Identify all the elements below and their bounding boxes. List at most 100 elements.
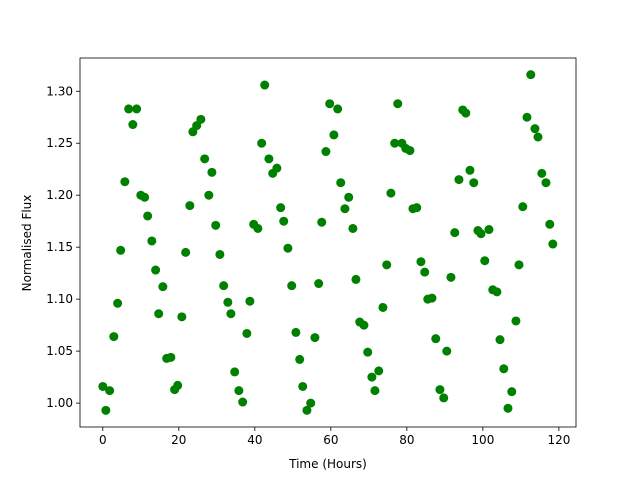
point bbox=[291, 327, 301, 337]
point bbox=[336, 178, 346, 188]
point bbox=[113, 298, 123, 308]
point bbox=[507, 387, 517, 397]
point bbox=[147, 236, 157, 246]
point bbox=[541, 178, 551, 188]
point bbox=[405, 146, 415, 156]
point bbox=[435, 385, 445, 395]
point bbox=[238, 397, 248, 407]
point bbox=[173, 380, 183, 390]
point bbox=[226, 309, 236, 319]
x-tick-label: 120 bbox=[547, 433, 570, 447]
point bbox=[101, 405, 111, 415]
point bbox=[412, 203, 422, 213]
point bbox=[469, 178, 479, 188]
point bbox=[154, 309, 164, 319]
point bbox=[518, 202, 528, 212]
point bbox=[548, 239, 558, 249]
point bbox=[200, 154, 210, 164]
point bbox=[393, 99, 403, 109]
point bbox=[310, 333, 320, 343]
point bbox=[219, 281, 229, 291]
point bbox=[264, 154, 274, 164]
point bbox=[442, 346, 452, 356]
point bbox=[545, 219, 555, 229]
point bbox=[351, 274, 361, 284]
point bbox=[230, 367, 240, 377]
point bbox=[374, 366, 384, 376]
point bbox=[454, 175, 464, 185]
point bbox=[223, 297, 233, 307]
point bbox=[522, 112, 532, 122]
point bbox=[105, 386, 115, 396]
point bbox=[98, 381, 108, 391]
point bbox=[276, 203, 286, 213]
x-axis-label: Time (Hours) bbox=[288, 457, 367, 471]
point bbox=[314, 279, 324, 289]
point bbox=[317, 217, 327, 227]
y-tick-label: 1.30 bbox=[46, 84, 73, 98]
point bbox=[461, 108, 471, 118]
point bbox=[390, 138, 400, 148]
y-tick-label: 1.20 bbox=[46, 188, 73, 202]
point bbox=[492, 287, 502, 297]
point bbox=[446, 272, 456, 282]
point bbox=[367, 372, 377, 382]
point bbox=[211, 220, 221, 230]
point bbox=[279, 216, 289, 226]
point bbox=[196, 114, 206, 124]
point bbox=[348, 223, 358, 233]
point bbox=[124, 104, 134, 114]
point bbox=[283, 243, 293, 253]
point bbox=[116, 245, 126, 255]
point bbox=[526, 70, 536, 80]
x-tick-label: 60 bbox=[323, 433, 338, 447]
point bbox=[465, 165, 475, 175]
point bbox=[537, 168, 547, 178]
point bbox=[109, 332, 119, 342]
point bbox=[204, 190, 214, 200]
point bbox=[321, 147, 331, 157]
point bbox=[143, 211, 153, 221]
point bbox=[359, 320, 369, 330]
point bbox=[378, 302, 388, 312]
point bbox=[177, 312, 187, 322]
point bbox=[325, 99, 335, 109]
point bbox=[140, 192, 150, 202]
point bbox=[476, 229, 486, 239]
point bbox=[295, 354, 305, 364]
x-tick-label: 100 bbox=[471, 433, 494, 447]
point bbox=[166, 352, 176, 362]
point bbox=[344, 192, 354, 202]
x-tick-label: 20 bbox=[171, 433, 186, 447]
point bbox=[499, 364, 509, 374]
point bbox=[215, 249, 225, 259]
point bbox=[181, 247, 191, 257]
x-tick-label: 40 bbox=[247, 433, 262, 447]
point bbox=[530, 124, 540, 134]
point bbox=[260, 80, 270, 90]
point bbox=[484, 225, 494, 235]
point bbox=[185, 201, 195, 211]
y-tick-label: 1.10 bbox=[46, 292, 73, 306]
point bbox=[370, 386, 380, 396]
point bbox=[257, 138, 267, 148]
point bbox=[427, 293, 437, 303]
plot-frame bbox=[79, 57, 577, 428]
point bbox=[120, 177, 130, 187]
point bbox=[450, 228, 460, 238]
point bbox=[363, 347, 373, 357]
point bbox=[306, 398, 316, 408]
y-tick-label: 1.15 bbox=[46, 240, 73, 254]
point bbox=[340, 204, 350, 214]
y-tick-label: 1.00 bbox=[46, 396, 73, 410]
y-axis-label: Normalised Flux bbox=[20, 195, 34, 292]
point bbox=[420, 267, 430, 277]
point bbox=[386, 188, 396, 198]
point bbox=[533, 132, 543, 142]
point bbox=[287, 281, 297, 291]
point bbox=[439, 393, 449, 403]
point bbox=[128, 120, 138, 130]
y-tick-label: 1.25 bbox=[46, 136, 73, 150]
